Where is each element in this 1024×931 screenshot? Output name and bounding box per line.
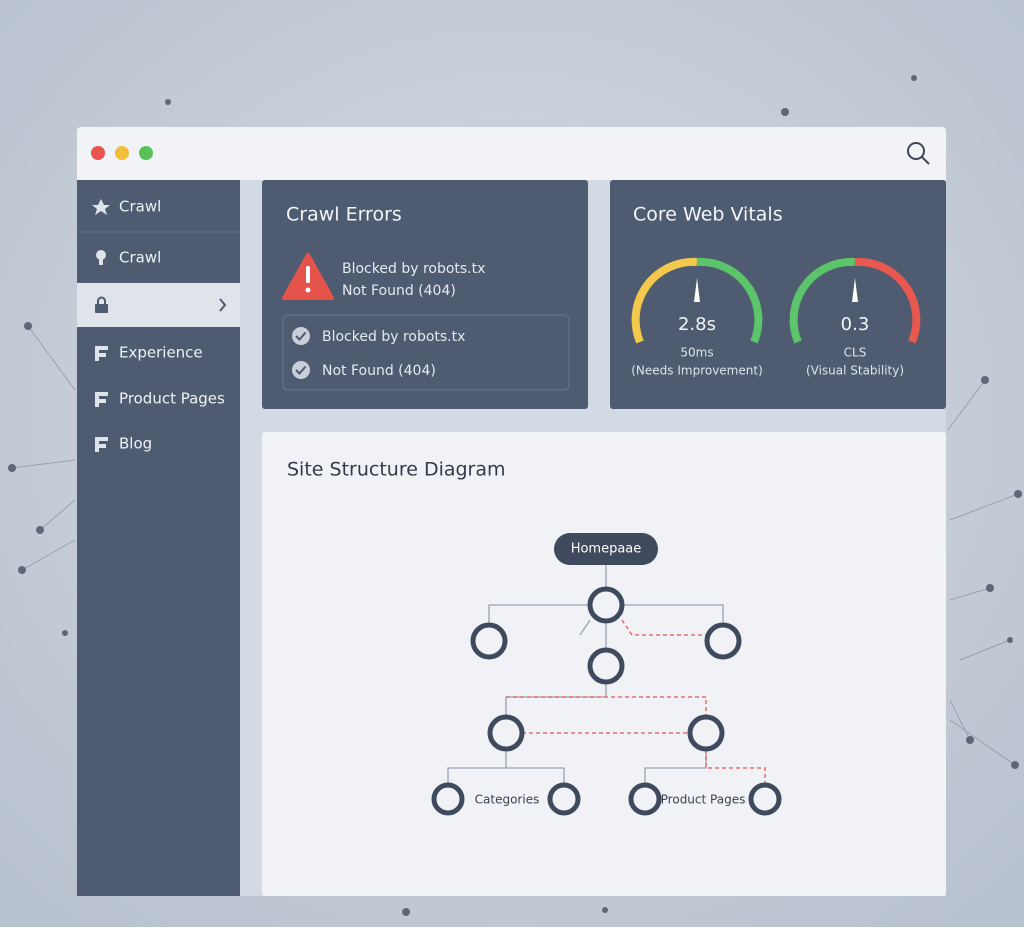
gauge-needle bbox=[694, 278, 700, 302]
check-icon bbox=[292, 361, 310, 379]
root-node[interactable] bbox=[554, 533, 658, 565]
gauge-value: 0.3 bbox=[841, 314, 870, 335]
node-label: Product Pages bbox=[661, 793, 746, 807]
maximize-button[interactable] bbox=[139, 146, 153, 160]
alert-icon bbox=[305, 287, 311, 293]
card-title: Site Structure Diagram bbox=[287, 459, 506, 481]
search-icon[interactable] bbox=[907, 142, 930, 165]
gauge-value: 2.8s bbox=[678, 314, 716, 335]
nav-item[interactable]: Experience bbox=[95, 344, 203, 362]
gauge bbox=[631, 257, 921, 344]
checklist-box bbox=[282, 314, 570, 391]
nav-icon bbox=[96, 250, 106, 260]
check-icon bbox=[292, 327, 310, 345]
nav-label: Crawl bbox=[119, 249, 161, 267]
alert-text: Not Found (404) bbox=[342, 283, 456, 299]
tree-nodes bbox=[431, 586, 782, 816]
nav-label: Blog bbox=[119, 435, 152, 453]
node-label: Categories bbox=[475, 793, 540, 807]
card-title: Core Web Vitals bbox=[633, 204, 783, 226]
nav-label: Crawl bbox=[119, 198, 161, 216]
nav-item[interactable]: Blog bbox=[95, 435, 152, 453]
nav-item-active[interactable] bbox=[77, 283, 240, 327]
nav-icon bbox=[95, 437, 108, 452]
gauge-label: CLS bbox=[844, 346, 867, 360]
lock-icon bbox=[97, 296, 106, 304]
tree-links-issue bbox=[506, 619, 766, 783]
network-decoration bbox=[11, 325, 1019, 766]
nav-item[interactable]: Crawl bbox=[96, 249, 161, 267]
lock-icon bbox=[95, 304, 108, 313]
nav-icon bbox=[99, 258, 103, 265]
nav-icon bbox=[92, 199, 110, 215]
nav-label: Experience bbox=[119, 344, 203, 362]
gauge-note: (Needs Improvement) bbox=[631, 364, 763, 378]
close-button[interactable] bbox=[91, 146, 105, 160]
root-label: Homepaae bbox=[571, 542, 642, 557]
network-nodes bbox=[8, 75, 1022, 916]
gauge-needle bbox=[852, 278, 858, 302]
nav-icon bbox=[95, 346, 108, 361]
checklist-item: Blocked by robots.tx bbox=[322, 329, 465, 345]
gauge-label: 50ms bbox=[680, 346, 713, 360]
nav-item[interactable]: Product Pages bbox=[95, 390, 225, 408]
checklist-item: Not Found (404) bbox=[322, 363, 436, 379]
minimize-button[interactable] bbox=[115, 146, 129, 160]
nav-icon bbox=[95, 392, 108, 407]
gauge-note: (Visual Stability) bbox=[806, 364, 904, 378]
nav-item[interactable]: Crawl bbox=[92, 198, 161, 216]
crawl-errors-card bbox=[262, 180, 588, 409]
alert-icon bbox=[306, 266, 310, 283]
card-title: Crawl Errors bbox=[286, 204, 402, 226]
alert-text: Blocked by robots.tx bbox=[342, 261, 485, 277]
chevron bbox=[219, 298, 227, 312]
nav-label: Product Pages bbox=[119, 390, 225, 408]
check-icon bbox=[295, 331, 307, 341]
check-icon bbox=[295, 365, 307, 375]
core-web-vitals-card bbox=[610, 180, 946, 409]
